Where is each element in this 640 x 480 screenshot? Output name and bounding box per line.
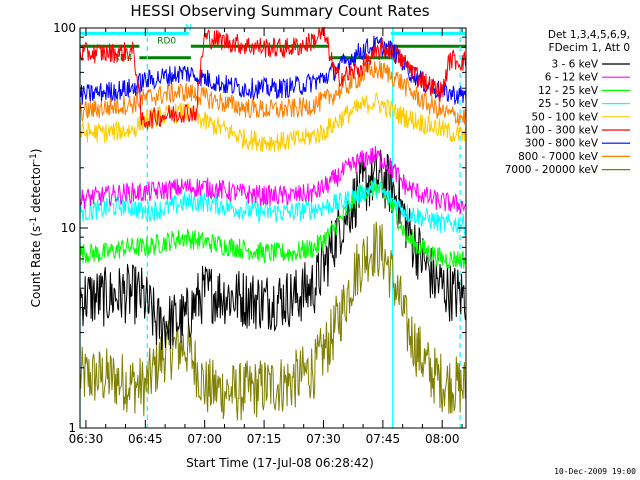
legend-label-8: 7000 - 20000 keV xyxy=(505,164,599,176)
x-tick-label-1: 06:45 xyxy=(128,432,163,446)
y-axis-label: Count Rate (s-1 detector-1) xyxy=(29,149,43,308)
y-tick-label-1: 10 xyxy=(61,221,76,235)
series-layer xyxy=(79,26,467,421)
y-axis-label-end: ) xyxy=(29,149,43,154)
legend-header-0: Det 1,3,4,5,6,9, xyxy=(548,29,630,41)
x-tick-label-2: 07:00 xyxy=(187,432,222,446)
legend-label-1: 6 - 12 keV xyxy=(545,72,599,84)
y-axis-label-sup1: -1 xyxy=(29,217,39,226)
y-axis-label-sup2: -1 xyxy=(29,153,39,162)
series-25-50-kev xyxy=(79,177,467,235)
x-tick-label-5: 07:45 xyxy=(366,432,401,446)
x-tick-label-0: 06:30 xyxy=(69,432,104,446)
legend-label-3: 25 - 50 keV xyxy=(538,98,599,110)
legend-label-5: 100 - 300 keV xyxy=(525,125,599,137)
legend-label-6: 300 - 800 keV xyxy=(525,138,599,150)
legend-label-4: 50 - 100 keV xyxy=(531,111,598,123)
y-axis-label-pre: Count Rate (s xyxy=(29,226,43,308)
series-800-7000-kev xyxy=(79,60,467,126)
legend-label-7: 800 - 7000 keV xyxy=(518,151,599,163)
series-100-300-kev xyxy=(79,26,467,130)
series-300-800-kev xyxy=(79,35,467,105)
x-tick-label-3: 07:15 xyxy=(247,432,282,446)
flag-label-rd0: RD0 xyxy=(157,36,176,46)
legend-header-1: FDecim 1, Att 0 xyxy=(549,42,630,54)
axes: 06:30 06:45 07:00 07:15 07:30 07:45 08:00 1 10 10… xyxy=(53,21,467,446)
y-axis-label-mid: detector xyxy=(29,162,43,217)
series-12-25-kev xyxy=(79,177,467,270)
x-axis-label: Start Time (17-Jul-08 06:28:42) xyxy=(186,456,374,470)
chart-title: HESSI Observing Summary Count Rates xyxy=(130,2,429,20)
x-tick-label-4: 07:30 xyxy=(306,432,341,446)
series-7000-20000-kev xyxy=(79,221,467,421)
x-tick-label-6: 08:00 xyxy=(425,432,460,446)
y-tick-label-0: 1 xyxy=(68,421,76,435)
series-3-6-kev xyxy=(79,149,467,351)
footer-timestamp: 10-Dec-2009 19:00 xyxy=(554,467,636,476)
legend-label-2: 12 - 25 keV xyxy=(538,85,599,97)
legend-label-0: 3 - 6 keV xyxy=(551,59,598,71)
legend: Det 1,3,4,5,6,9,FDecim 1, Att 0 3 - 6 keV… xyxy=(505,29,630,176)
series-6-12-kev xyxy=(79,146,467,216)
y-tick-label-2: 100 xyxy=(53,21,76,35)
